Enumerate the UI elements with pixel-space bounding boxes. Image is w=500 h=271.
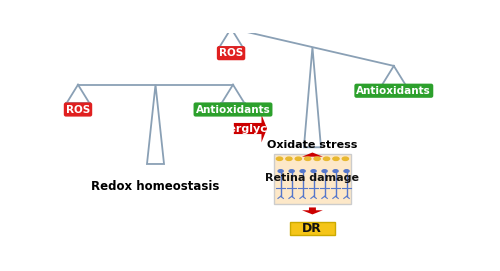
Circle shape — [300, 170, 305, 172]
FancyBboxPatch shape — [274, 154, 351, 204]
Circle shape — [289, 170, 294, 172]
Circle shape — [333, 170, 338, 172]
FancyBboxPatch shape — [290, 222, 335, 235]
Circle shape — [342, 157, 348, 160]
Text: Antioxidants: Antioxidants — [196, 105, 270, 115]
Text: ROS: ROS — [66, 105, 90, 115]
Text: Oxidate stress: Oxidate stress — [267, 140, 358, 150]
Circle shape — [314, 157, 320, 160]
Circle shape — [324, 157, 330, 160]
Circle shape — [333, 157, 339, 160]
Text: Antioxidants: Antioxidants — [356, 86, 431, 96]
Circle shape — [278, 170, 283, 172]
Circle shape — [276, 157, 282, 160]
Circle shape — [344, 170, 349, 172]
Circle shape — [286, 157, 292, 160]
Circle shape — [311, 170, 316, 172]
Text: Redox homeostasis: Redox homeostasis — [92, 180, 220, 193]
Text: DR: DR — [302, 222, 322, 235]
Circle shape — [304, 157, 311, 160]
Text: Retina damage: Retina damage — [266, 173, 360, 183]
Circle shape — [295, 157, 302, 160]
Circle shape — [322, 170, 327, 172]
Text: ROS: ROS — [219, 48, 243, 58]
Text: Hyperglycemia: Hyperglycemia — [204, 124, 297, 134]
